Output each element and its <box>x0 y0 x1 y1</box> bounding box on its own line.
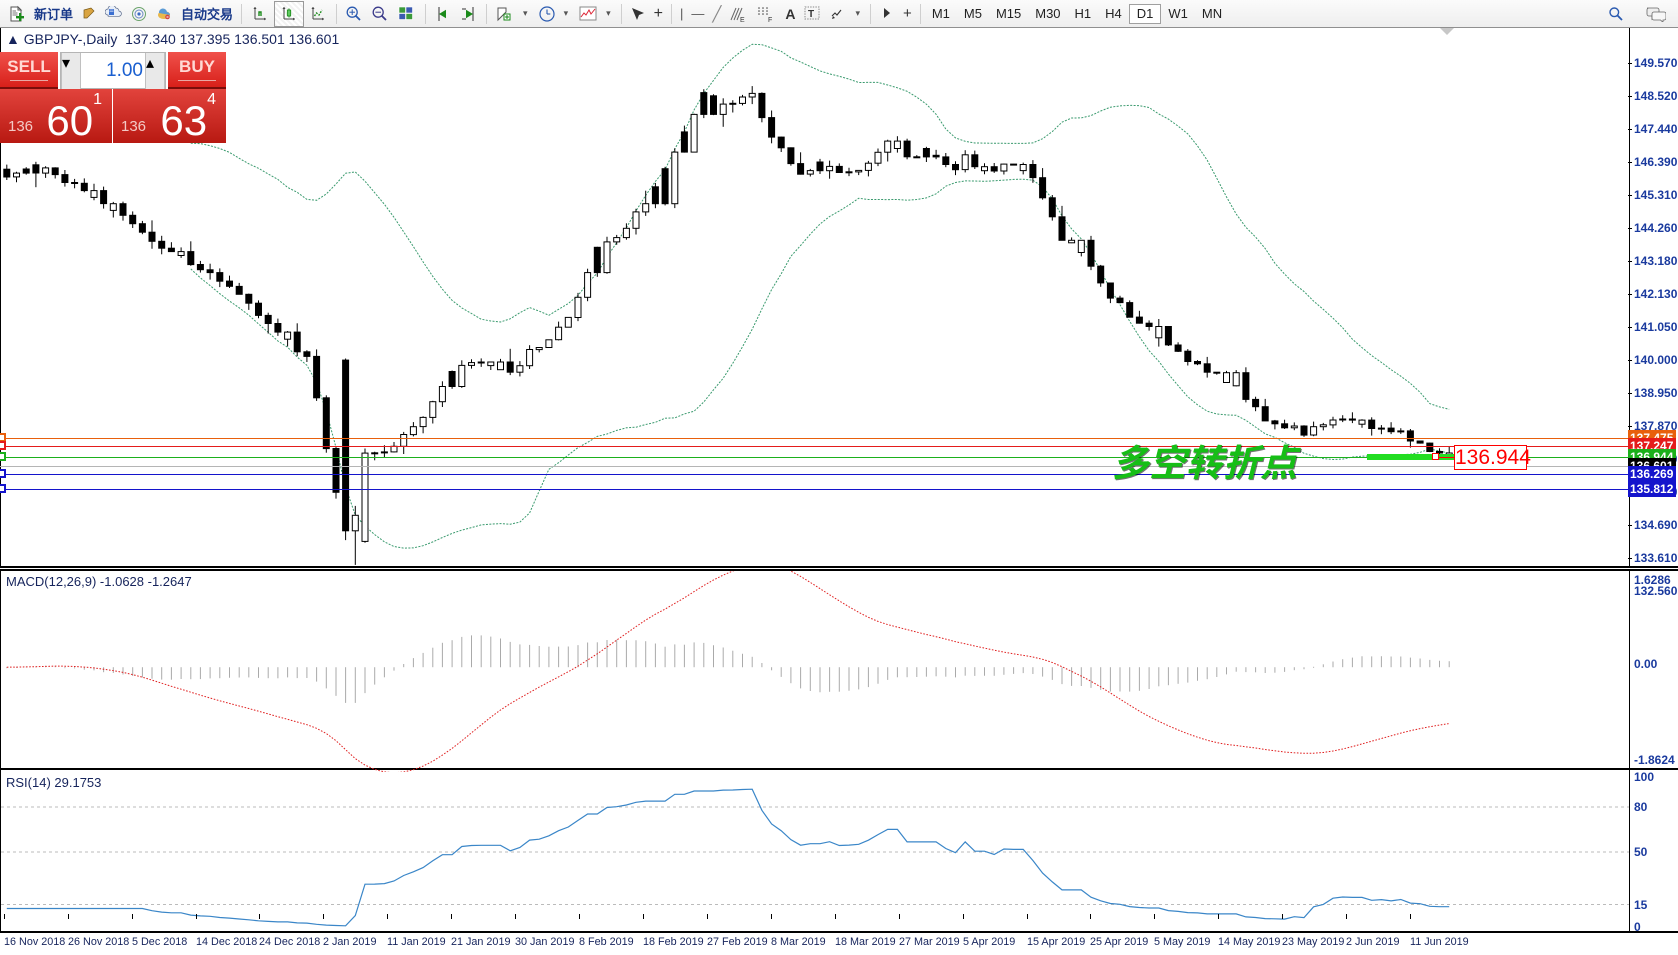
svg-text:E: E <box>740 17 745 22</box>
svg-text:F: F <box>768 17 772 22</box>
svg-text:T: T <box>808 9 814 20</box>
